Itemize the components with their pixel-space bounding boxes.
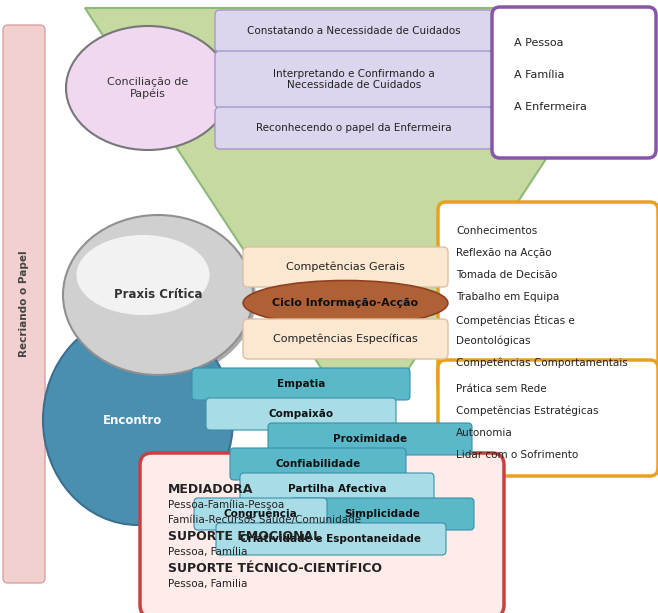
FancyBboxPatch shape	[206, 398, 396, 430]
Ellipse shape	[66, 26, 230, 150]
FancyBboxPatch shape	[194, 498, 327, 530]
Text: A Família: A Família	[514, 70, 565, 80]
FancyBboxPatch shape	[215, 51, 493, 108]
Text: Criatividade e Espontaneidade: Criatividade e Espontaneidade	[241, 534, 422, 544]
Text: Interpretando e Confirmando a
Necessidade de Cuidados: Interpretando e Confirmando a Necessidad…	[273, 69, 435, 90]
Text: Proximidade: Proximidade	[333, 434, 407, 444]
FancyBboxPatch shape	[192, 368, 410, 400]
Text: Confiabilidade: Confiabilidade	[276, 459, 361, 469]
Text: Competências Gerais: Competências Gerais	[286, 262, 405, 272]
FancyBboxPatch shape	[492, 7, 656, 158]
Ellipse shape	[63, 215, 253, 375]
FancyBboxPatch shape	[268, 423, 472, 455]
Text: Pessoa-Família-Pessoa: Pessoa-Família-Pessoa	[168, 500, 284, 510]
Text: A Pessoa: A Pessoa	[514, 38, 563, 48]
Text: Família-Recursos Saúde/Comunidade: Família-Recursos Saúde/Comunidade	[168, 515, 361, 525]
Text: Pessoa, Família: Pessoa, Família	[168, 547, 247, 557]
Text: MEDIADORA: MEDIADORA	[168, 483, 253, 496]
Text: Simplicidade: Simplicidade	[344, 509, 420, 519]
Text: SUPORTE EMOCIONAL: SUPORTE EMOCIONAL	[168, 530, 321, 543]
FancyBboxPatch shape	[215, 10, 493, 52]
Text: Recriando o Papel: Recriando o Papel	[19, 251, 29, 357]
Ellipse shape	[243, 281, 448, 326]
Ellipse shape	[76, 235, 209, 315]
Text: Constatando a Necessidade de Cuidados: Constatando a Necessidade de Cuidados	[247, 26, 461, 36]
Text: Ciclo Informação-Acção: Ciclo Informação-Acção	[272, 298, 418, 308]
Polygon shape	[85, 8, 645, 435]
Text: Reflexão na Acção: Reflexão na Acção	[456, 248, 551, 258]
Text: A Enfermeira: A Enfermeira	[514, 102, 587, 112]
Text: Trabalho em Equipa: Trabalho em Equipa	[456, 292, 559, 302]
Text: Pessoa, Familia: Pessoa, Familia	[168, 579, 247, 589]
Text: Conciliação de
Papéis: Conciliação de Papéis	[107, 77, 189, 99]
FancyBboxPatch shape	[290, 498, 474, 530]
Text: Praxis Crítica: Praxis Crítica	[114, 289, 202, 302]
FancyBboxPatch shape	[243, 319, 448, 359]
Text: SUPORTE TÉCNICO-CIENTÍFICO: SUPORTE TÉCNICO-CIENTÍFICO	[168, 562, 382, 575]
Text: Reconhecendo o papel da Enfermeira: Reconhecendo o papel da Enfermeira	[256, 123, 452, 133]
Text: Autonomia: Autonomia	[456, 428, 513, 438]
Text: Lidar com o Sofrimento: Lidar com o Sofrimento	[456, 450, 578, 460]
FancyBboxPatch shape	[243, 247, 448, 287]
FancyBboxPatch shape	[3, 25, 45, 583]
Text: Encontro: Encontro	[103, 414, 163, 427]
Text: Competências Éticas e: Competências Éticas e	[456, 314, 574, 326]
FancyBboxPatch shape	[215, 107, 493, 149]
FancyBboxPatch shape	[438, 202, 658, 393]
Text: Prática sem Rede: Prática sem Rede	[456, 384, 547, 394]
Text: Competências Comportamentais: Competências Comportamentais	[456, 358, 628, 368]
Text: Conhecimentos: Conhecimentos	[456, 226, 537, 236]
Text: Empatia: Empatia	[277, 379, 325, 389]
Text: Congruência: Congruência	[224, 509, 297, 519]
FancyBboxPatch shape	[240, 473, 434, 505]
Ellipse shape	[66, 218, 256, 378]
Text: Competências Estratégicas: Competências Estratégicas	[456, 406, 599, 416]
Text: Tomada de Decisão: Tomada de Decisão	[456, 270, 557, 280]
FancyBboxPatch shape	[216, 523, 446, 555]
FancyBboxPatch shape	[230, 448, 406, 480]
FancyBboxPatch shape	[140, 453, 504, 613]
Text: Competências Específicas: Competências Específicas	[273, 333, 418, 345]
FancyBboxPatch shape	[438, 360, 658, 476]
Text: Partilha Afectiva: Partilha Afectiva	[288, 484, 386, 494]
Text: Compaixão: Compaixão	[268, 409, 334, 419]
Ellipse shape	[43, 315, 233, 525]
Text: Deontológicas: Deontológicas	[456, 336, 530, 346]
